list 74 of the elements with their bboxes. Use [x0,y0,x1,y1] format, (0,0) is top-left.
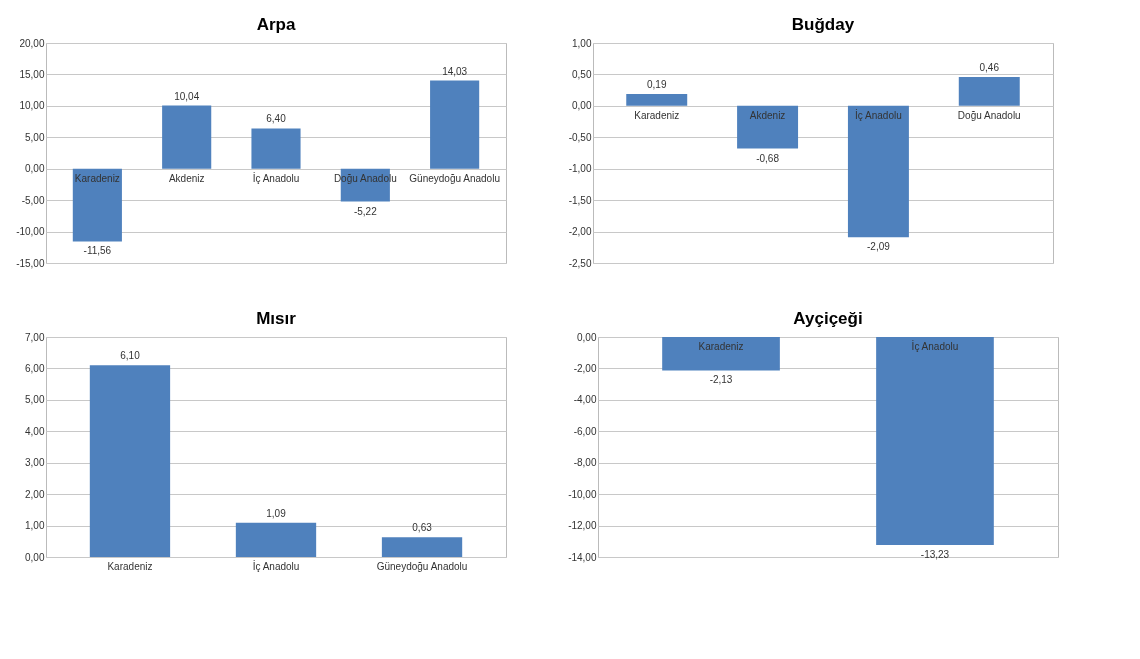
chart-title: Arpa [256,15,296,34]
bar [72,168,122,242]
chart-title: Mısır [256,309,297,328]
data-label: 0,46 [979,61,1000,73]
y-tick-label: -6,00 [573,425,597,437]
y-tick-label: 2,00 [25,488,45,500]
y-tick-label: 10,00 [19,100,45,112]
y-tick-label: -15,00 [16,257,45,269]
y-tick-label: 0,00 [25,551,45,563]
data-label: -0,68 [756,152,780,164]
y-tick-label: -2,50 [568,257,592,269]
x-tick-label: Güneydoğu Anadolu [376,561,468,572]
x-tick-label: Karadeniz [698,341,744,352]
data-label: 0,63 [412,522,433,534]
y-tick-label: 1,00 [572,37,592,49]
bar [381,537,463,557]
x-tick-label: Güneydoğu Anadolu [409,172,500,184]
y-tick-label: -1,00 [568,163,592,175]
data-label: -5,22 [353,205,378,217]
data-label: 10,04 [174,90,200,102]
data-label: -13,23 [920,548,950,560]
chart-title: Ayçiçeği [793,309,863,328]
x-tick-label: Akdeniz [749,109,786,121]
data-label: -2,09 [867,241,891,253]
y-tick-label: -12,00 [568,520,597,532]
x-tick-label: Doğu Anadolu [957,109,1021,121]
chart-title: Buğday [791,15,855,34]
y-tick-label: -2,00 [568,226,592,238]
y-tick-label: -14,00 [568,551,597,563]
y-tick-label: 0,00 [572,100,592,112]
data-label: 0,19 [647,78,667,90]
y-tick-label: 0,50 [572,68,592,80]
bar [89,365,171,557]
x-tick-label: İç Anadolu [252,560,300,572]
y-tick-label: 4,00 [25,425,45,437]
x-tick-label: Karadeniz [107,561,153,572]
y-tick-label: 0,00 [577,331,597,343]
y-tick-label: 7,00 [25,331,45,343]
data-label: -11,56 [83,245,112,257]
bar [847,105,909,238]
x-tick-label: Karadeniz [74,172,120,184]
x-tick-label: İç Anadolu [855,108,902,121]
y-tick-label: 15,00 [19,68,45,80]
y-tick-label: 3,00 [25,457,45,469]
bar [251,128,301,169]
bar [958,76,1020,106]
data-label: 14,03 [442,65,468,77]
y-tick-label: -2,00 [573,362,597,374]
y-tick-label: 5,00 [25,394,45,406]
y-tick-label: 20,00 [19,37,45,49]
y-tick-label: 0,00 [25,163,45,175]
y-tick-label: -1,50 [568,194,592,206]
x-tick-label: Karadeniz [634,109,680,121]
y-tick-label: -10,00 [568,488,597,500]
y-tick-label: -10,00 [16,226,45,238]
data-label: 6,10 [120,350,141,362]
x-tick-label: İç Anadolu [911,340,959,352]
bar [235,522,317,557]
data-label: -2,13 [709,374,733,386]
bar [162,105,212,169]
bar [737,105,799,149]
x-tick-label: Akdeniz [168,172,205,184]
bar [430,80,480,169]
y-tick-label: -0,50 [568,131,592,143]
bar [626,93,688,106]
y-tick-label: 1,00 [25,520,45,532]
y-tick-label: -8,00 [573,457,597,469]
y-tick-label: -4,00 [573,394,597,406]
data-label: 1,09 [266,507,287,519]
data-label: 6,40 [266,113,287,125]
y-tick-label: -5,00 [21,194,45,206]
y-tick-label: 5,00 [25,131,45,143]
x-tick-label: İç Anadolu [252,171,300,184]
y-tick-label: 6,00 [25,362,45,374]
